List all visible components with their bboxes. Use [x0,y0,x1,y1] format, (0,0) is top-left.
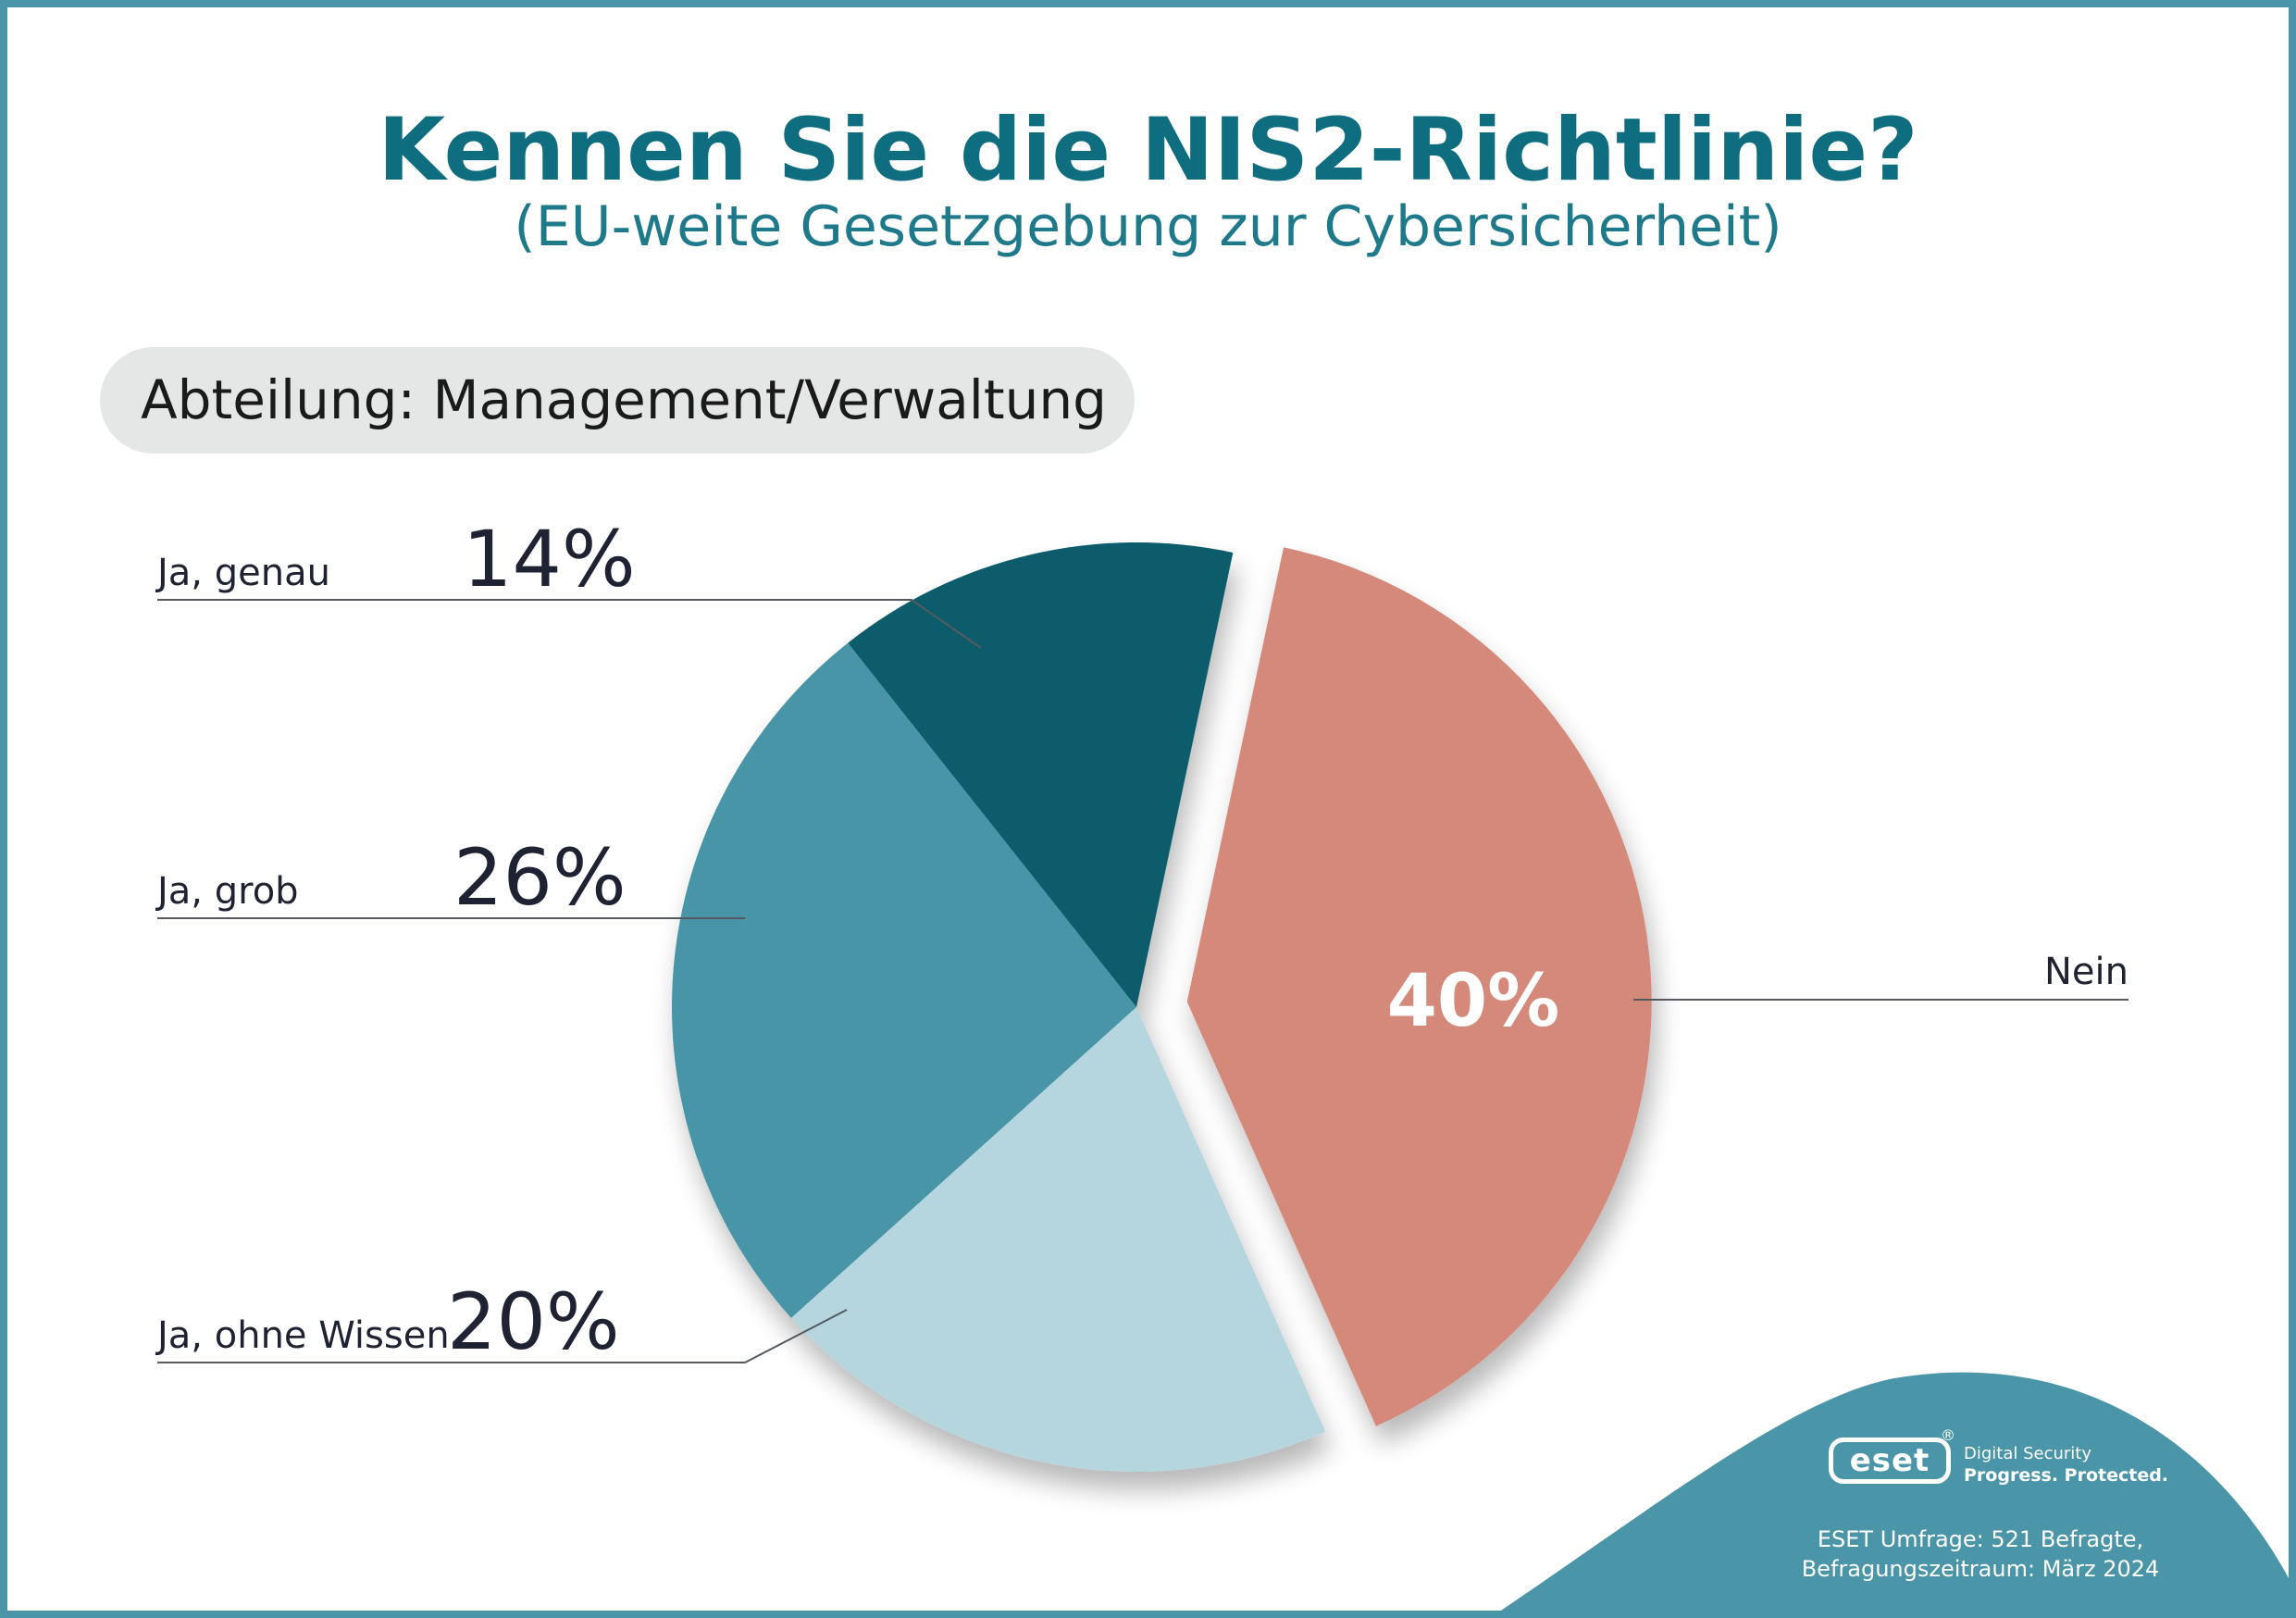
value-label-ja-ohne-wissen: 20% [447,1276,620,1367]
category-label-ja-ohne-wissen: Ja, ohne Wissen [157,1314,450,1357]
registered-mark: ® [1941,1426,1955,1444]
source-line-2: Befragungszeitraum: März 2024 [1801,1556,2160,1582]
leader-line-ja-genau [157,599,982,649]
category-label-ja-genau: Ja, genau [157,552,330,594]
category-label-ja-grob: Ja, grob [157,870,299,913]
page-title: Kennen Sie die NIS2-Richtlinie? [378,100,1918,201]
department-badge: Abteilung: Management/Verwaltung [100,347,1135,454]
department-label: Abteilung: Management/Verwaltung [141,368,1107,431]
eset-logo: eset [1829,1438,1951,1484]
slice-value-nein: 40% [1387,960,1560,1043]
leader-line-ja-ohne-wissen [157,1309,848,1363]
slice-ja-grob [672,642,1136,1318]
slice-ja-ohne-wissen [790,1007,1326,1472]
source-line-1: ESET Umfrage: 521 Befragte, [1817,1526,2144,1552]
page-subtitle: (EU-weite Gesetzgebung zur Cybersicherhe… [514,194,1782,259]
brand-tagline-top: Digital Security [1964,1444,2092,1463]
brand-tagline-bottom: Progress. Protected. [1964,1465,2169,1486]
category-label-nein: Nein [2044,951,2128,993]
value-label-ja-grob: 26% [453,832,627,923]
slice-ja-genau [848,542,1234,1007]
slice-nein [1186,547,1652,1426]
brand-wave-shape [1490,1372,2296,1618]
value-label-ja-genau: 14% [463,514,636,604]
